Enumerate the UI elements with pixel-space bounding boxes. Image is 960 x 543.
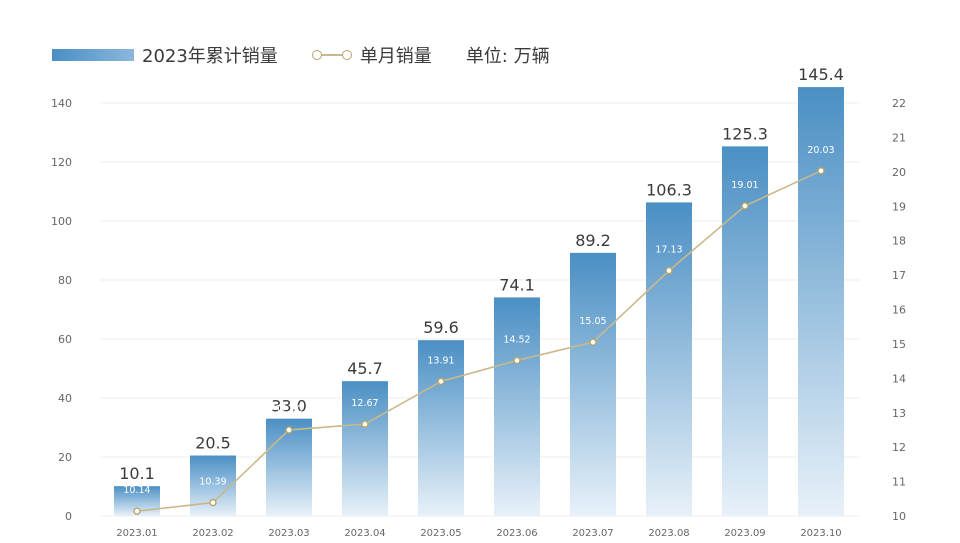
line-point — [589, 338, 597, 346]
right-tick-label: 22 — [892, 97, 906, 110]
right-tick-label: 13 — [892, 407, 906, 420]
bar-value-label: 125.3 — [722, 124, 768, 143]
legend-item-monthly: 单月销量 — [311, 42, 432, 68]
bar-value-label: 89.2 — [575, 231, 611, 250]
line-point — [209, 498, 217, 507]
right-tick-label: 12 — [892, 441, 906, 454]
right-tick-label: 17 — [892, 269, 906, 282]
line-point — [665, 266, 673, 275]
bar-series: 10.1 20.5 33.0 45.7 59.6 74.1 89.2 106.3 125.3 14… — [114, 65, 844, 517]
bar-value-label: 10.1 — [119, 464, 155, 483]
right-tick-label: 15 — [892, 338, 906, 351]
line-point — [513, 356, 521, 365]
left-axis: 0 20 40 60 80 100 120 140 — [51, 97, 72, 523]
bar — [266, 418, 312, 516]
bar — [418, 340, 464, 516]
legend-item-unit: 单位: 万辆 — [466, 42, 550, 68]
line-value-label: 19.01 — [731, 180, 758, 191]
right-tick-label: 19 — [892, 200, 906, 213]
line-point — [741, 202, 749, 210]
right-tick-label: 11 — [892, 476, 906, 489]
x-tick-label: 2023.10 — [800, 528, 841, 539]
line-value-label: 15.05 — [579, 316, 606, 327]
left-tick-label: 120 — [51, 156, 72, 169]
line-point — [285, 426, 293, 434]
line-value-label: 20.03 — [807, 145, 834, 156]
legend-item-cumulative: 2023年累计销量 — [52, 42, 278, 68]
line-value-label: 13.91 — [427, 355, 454, 366]
bar — [570, 252, 616, 517]
bar — [494, 297, 540, 516]
right-tick-label: 10 — [892, 510, 906, 523]
x-tick-label: 2023.03 — [268, 528, 309, 539]
x-tick-label: 2023.07 — [572, 528, 613, 539]
left-tick-label: 100 — [51, 215, 72, 228]
x-tick-label: 2023.05 — [420, 528, 461, 539]
bar-value-label: 20.5 — [195, 434, 231, 453]
legend-label-cumulative: 2023年累计销量 — [142, 46, 278, 67]
legend-label-monthly: 单月销量 — [359, 46, 432, 67]
bar-value-label: 145.4 — [798, 65, 844, 84]
x-tick-label: 2023.06 — [496, 528, 537, 539]
x-tick-label: 2023.08 — [648, 528, 689, 539]
legend-line-swatch — [311, 49, 352, 61]
right-tick-label: 14 — [892, 372, 906, 385]
monthly-line — [136, 170, 822, 512]
line-point — [817, 167, 825, 175]
x-tick-label: 2023.02 — [192, 528, 233, 539]
legend-bar-swatch — [52, 49, 134, 61]
bar-value-label: 74.1 — [499, 275, 535, 294]
left-tick-label: 60 — [58, 333, 72, 346]
unit-label: 单位: 万辆 — [465, 46, 550, 67]
line-point — [133, 507, 141, 515]
line-point — [437, 377, 445, 386]
left-tick-label: 20 — [58, 451, 72, 464]
x-tick-label: 2023.04 — [344, 528, 385, 539]
bar-value-label: 45.7 — [347, 359, 383, 378]
x-tick-label: 2023.01 — [116, 528, 157, 539]
bar — [722, 146, 768, 517]
left-tick-label: 0 — [65, 510, 72, 523]
left-tick-label: 40 — [58, 392, 72, 405]
bar — [798, 87, 844, 516]
line-value-label: 17.13 — [655, 245, 682, 256]
right-tick-label: 20 — [892, 166, 906, 179]
x-tick-label: 2023.09 — [724, 528, 765, 539]
line-value-label: 10.39 — [199, 477, 226, 488]
line-value-label: 14.52 — [503, 334, 530, 345]
bar-value-label: 33.0 — [271, 397, 307, 416]
right-tick-label: 18 — [892, 235, 906, 248]
line-value-label: 12.50 — [275, 404, 302, 415]
right-tick-label: 21 — [892, 131, 906, 144]
line-value-label: 10.14 — [123, 485, 150, 496]
x-axis: 2023.01 2023.02 2023.03 2023.04 2023.05 2023.… — [116, 528, 841, 539]
line-series: 10.14 10.39 12.50 12.67 13.91 14.52 15.05 17.13… — [123, 145, 835, 515]
left-tick-label: 140 — [51, 97, 72, 110]
line-value-label: 12.67 — [351, 398, 378, 409]
bar — [342, 381, 388, 516]
right-axis: 10 11 12 13 14 15 16 17 18 19 20 21 22 — [892, 97, 906, 523]
bar — [646, 202, 692, 517]
left-tick-label: 80 — [58, 274, 72, 287]
legend: 2023年累计销量 单月销量 单位: 万辆 — [52, 40, 584, 70]
bar-value-label: 106.3 — [646, 180, 692, 199]
line-point — [361, 420, 369, 428]
right-tick-label: 16 — [892, 304, 906, 317]
bar-value-label: 59.6 — [423, 318, 459, 337]
